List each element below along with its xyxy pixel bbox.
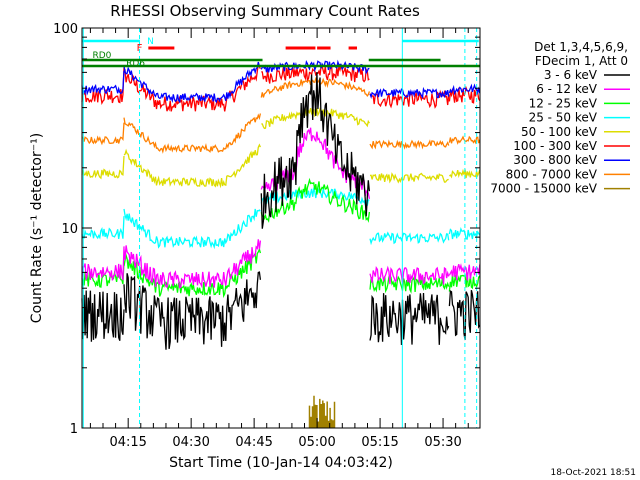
x-tick-label: 05:30	[424, 435, 461, 450]
footer-timestamp: 18-Oct-2021 18:51	[551, 468, 636, 478]
legend-label: 100 - 300 keV	[513, 139, 597, 153]
legend-label: 6 - 12 keV	[536, 82, 598, 96]
legend-label: 300 - 800 keV	[513, 153, 597, 167]
series-line-7000-15000-kev	[308, 395, 336, 428]
flare-flag-label: F	[137, 43, 143, 54]
rd0-flag-label: RD0	[92, 51, 111, 61]
legend-label: 800 - 7000 keV	[506, 167, 598, 181]
series-line-25-50-kev	[81, 186, 481, 250]
series-layer	[81, 59, 481, 428]
legend-label: 25 - 50 keV	[529, 111, 598, 125]
legend-header-line-2: FDecim 1, Att 0	[535, 54, 628, 68]
x-tick-label: 04:15	[109, 435, 146, 450]
x-tick-label: 05:15	[361, 435, 398, 450]
series-line-100-300-kev	[81, 63, 481, 112]
legend-label: 50 - 100 keV	[521, 125, 598, 139]
series-line-12-25-kev	[81, 177, 481, 299]
series-line-300-800-kev	[81, 59, 481, 104]
x-tick-label: 04:30	[172, 435, 209, 450]
rd6-flag-label: RD6	[126, 59, 145, 69]
y-tick-label: 100	[53, 22, 78, 37]
chart-title: RHESSI Observing Summary Count Rates	[110, 2, 420, 20]
y-axis: 1 10 100	[53, 22, 480, 437]
legend-label: 7000 - 15000 keV	[490, 182, 597, 196]
x-axis: 04:15 04:30 04:45 05:00 05:15 05:30	[89, 28, 469, 450]
x-axis-label: Start Time (10-Jan-14 04:03:42)	[169, 455, 393, 471]
y-tick-label: 10	[61, 222, 78, 237]
legend-label: 3 - 6 keV	[544, 68, 598, 82]
legend: Det 1,3,4,5,6,9, FDecim 1, Att 0 3 - 6 k…	[490, 40, 630, 196]
series-line-6-12-kev	[81, 127, 481, 289]
series-line-3-6-kev	[81, 71, 481, 350]
saa-flag-label: N	[147, 37, 154, 47]
x-tick-label: 05:00	[298, 435, 335, 450]
legend-label: 12 - 25 keV	[529, 96, 598, 110]
y-axis-label: Count Rate (s⁻¹ detector⁻¹)	[29, 133, 45, 323]
series-line-800-7000-kev	[81, 77, 481, 154]
x-tick-label: 04:45	[235, 435, 272, 450]
y-tick-label: 1	[70, 422, 78, 437]
legend-header-line-1: Det 1,3,4,5,6,9,	[534, 40, 628, 54]
